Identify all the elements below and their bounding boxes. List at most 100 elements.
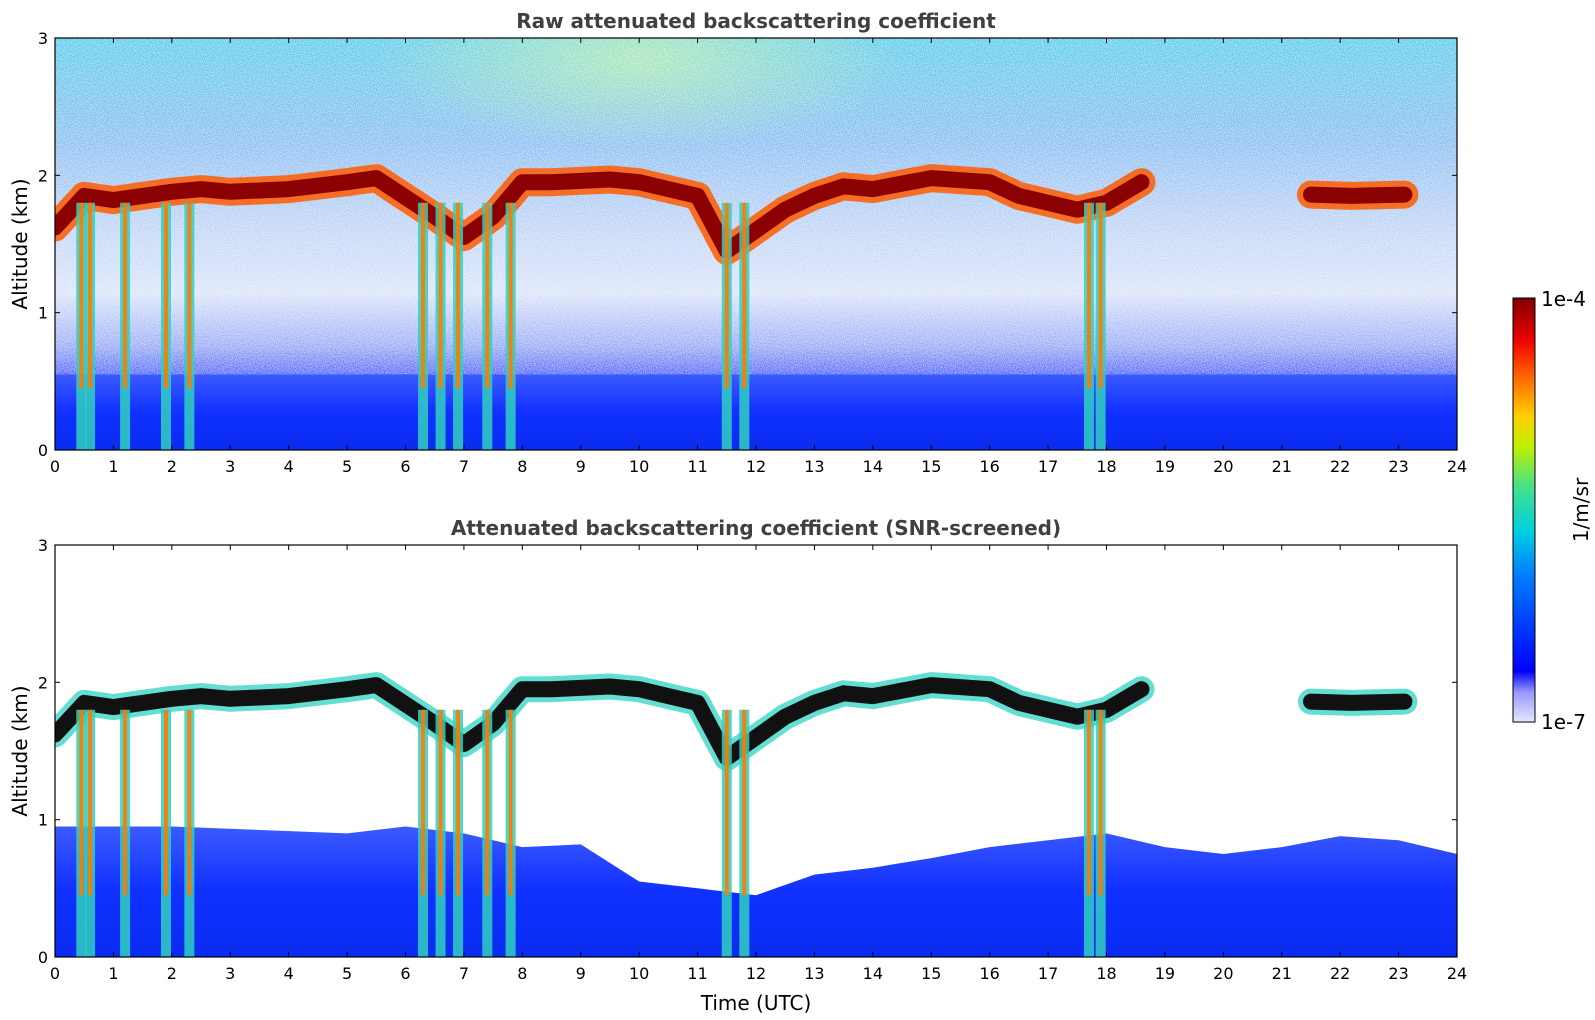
colorbar-min-label: 1e-7: [1541, 710, 1586, 734]
x-tick-label: 6: [400, 457, 410, 476]
x-tick-label: 23: [1388, 964, 1408, 983]
top-fallstreak-core: [438, 202, 443, 389]
x-tick-label: 11: [687, 964, 707, 983]
bottom-cloud-layer: [1303, 693, 1413, 711]
x-tick-label: 20: [1213, 964, 1233, 983]
y-tick-label: 1: [38, 304, 48, 323]
x-tick-label: 14: [863, 457, 883, 476]
x-tick-label: 17: [1038, 457, 1058, 476]
x-tick-label: 9: [576, 964, 586, 983]
y-tick-label: 0: [38, 441, 48, 460]
x-tick-label: 17: [1038, 964, 1058, 983]
x-tick-label: 3: [225, 964, 235, 983]
bottom-fallstreak-core: [1098, 709, 1103, 896]
x-tick-label: 13: [804, 964, 824, 983]
y-tick-label: 0: [38, 948, 48, 967]
x-tick-label: 22: [1330, 457, 1350, 476]
top-fallstreak-core: [1086, 202, 1091, 389]
bottom-fallstreak-core: [1086, 709, 1091, 896]
top-fallstreak-core: [724, 202, 729, 389]
colorbar-unit-label: 1/m/sr: [1569, 477, 1593, 542]
x-tick-label: 0: [50, 964, 60, 983]
x-axis-label: Time (UTC): [700, 991, 812, 1015]
bottom-fallstreak-core: [79, 709, 84, 896]
bottom-fallstreak-core: [421, 709, 426, 896]
bottom-fallstreak-core: [163, 709, 168, 896]
top-heatmap-panel: 0 1 2 3 4 5 6 7 8 9 10 11 12 13 14 15 16 17 18 19 20 21 22 23 24…: [8, 29, 1467, 476]
x-tick-label: 18: [1096, 964, 1116, 983]
x-tick-label: 1: [108, 964, 118, 983]
bottom-heatmap-field: [55, 545, 1457, 957]
bottom-fallstreak-core: [123, 709, 128, 896]
bottom-fallstreak-core: [88, 709, 93, 896]
x-tick-label: 9: [576, 457, 586, 476]
x-tick-label: 3: [225, 457, 235, 476]
x-tick-label: 23: [1388, 457, 1408, 476]
bottom-fallstreak-core: [438, 709, 443, 896]
x-tick-label: 4: [284, 964, 294, 983]
x-tick-label: 2: [167, 457, 177, 476]
y-tick-label: 2: [38, 166, 48, 185]
x-tick-label: 20: [1213, 457, 1233, 476]
top-fallstreak-core: [742, 202, 747, 389]
bottom-heatmap-panel: 0 1 2 3 4 5 6 7 8 9 10 11 12 13 14 15 16 17 18 19 20 21 22 23 24…: [8, 536, 1467, 1015]
x-tick-label: 21: [1272, 964, 1292, 983]
x-tick-label: 19: [1155, 964, 1175, 983]
bottom-y-axis-label: Altitude (km): [8, 685, 32, 816]
x-tick-label: 11: [687, 457, 707, 476]
x-tick-label: 10: [629, 457, 649, 476]
colorbar-gradient: [1512, 297, 1536, 723]
top-fallstreak-core: [1098, 202, 1103, 389]
x-tick-label: 24: [1447, 964, 1467, 983]
top-axis-ticks: 0 1 2 3 4 5 6 7 8 9 10 11 12 13 14 15 16 17 18 19 20 21 22 23 24…: [38, 29, 1467, 476]
top-fallstreak-core: [456, 202, 461, 389]
top-cloud-layer: [1303, 186, 1413, 204]
x-tick-label: 8: [517, 457, 527, 476]
x-tick-label: 4: [284, 457, 294, 476]
top-fallstreak-core: [508, 202, 513, 389]
x-tick-label: 5: [342, 457, 352, 476]
x-tick-label: 7: [459, 457, 469, 476]
x-tick-label: 7: [459, 964, 469, 983]
colorbar: 1e-4 1e-7 1/m/sr: [1512, 287, 1593, 734]
bottom-fallstreak-core: [187, 709, 192, 896]
x-tick-label: 21: [1272, 457, 1292, 476]
top-fallstreak-core: [485, 202, 490, 389]
x-tick-label: 19: [1155, 457, 1175, 476]
x-tick-label: 1: [108, 457, 118, 476]
top-cloud-layer: [55, 170, 1150, 259]
top-fallstreak-core: [163, 202, 168, 389]
top-fallstreak-core: [123, 202, 128, 389]
top-fallstreak-core: [187, 202, 192, 389]
y-tick-label: 3: [38, 29, 48, 48]
bottom-fallstreak-core: [485, 709, 490, 896]
bottom-boundary-layer-area: [55, 826, 1457, 957]
top-fallstreak-core: [421, 202, 426, 389]
x-tick-label: 8: [517, 964, 527, 983]
bottom-fallstreak-core: [742, 709, 747, 896]
bottom-axis-ticks: 0 1 2 3 4 5 6 7 8 9 10 11 12 13 14 15 16 17 18 19 20 21 22 23 24…: [38, 536, 1467, 983]
x-tick-label: 10: [629, 964, 649, 983]
top-fallstreak-core: [79, 202, 84, 389]
bottom-fallstreak-core: [724, 709, 729, 896]
x-tick-label: 2: [167, 964, 177, 983]
x-tick-label: 22: [1330, 964, 1350, 983]
bottom-chart-title: Attenuated backscattering coefficient (S…: [451, 516, 1061, 540]
y-tick-label: 2: [38, 673, 48, 692]
x-tick-label: 16: [979, 457, 999, 476]
x-tick-label: 6: [400, 964, 410, 983]
bottom-fallstreak-core: [456, 709, 461, 896]
top-fallstreak-core: [88, 202, 93, 389]
x-tick-label: 18: [1096, 457, 1116, 476]
colorbar-max-label: 1e-4: [1541, 287, 1586, 311]
x-tick-label: 12: [746, 964, 766, 983]
top-boundary-layer-band: [55, 374, 1457, 450]
y-tick-label: 1: [38, 811, 48, 830]
bottom-cloud-layer: [55, 677, 1150, 766]
x-tick-label: 13: [804, 457, 824, 476]
x-tick-label: 0: [50, 457, 60, 476]
top-chart-title: Raw attenuated backscattering coefficien…: [516, 9, 996, 33]
top-y-axis-label: Altitude (km): [8, 178, 32, 309]
x-tick-label: 5: [342, 964, 352, 983]
